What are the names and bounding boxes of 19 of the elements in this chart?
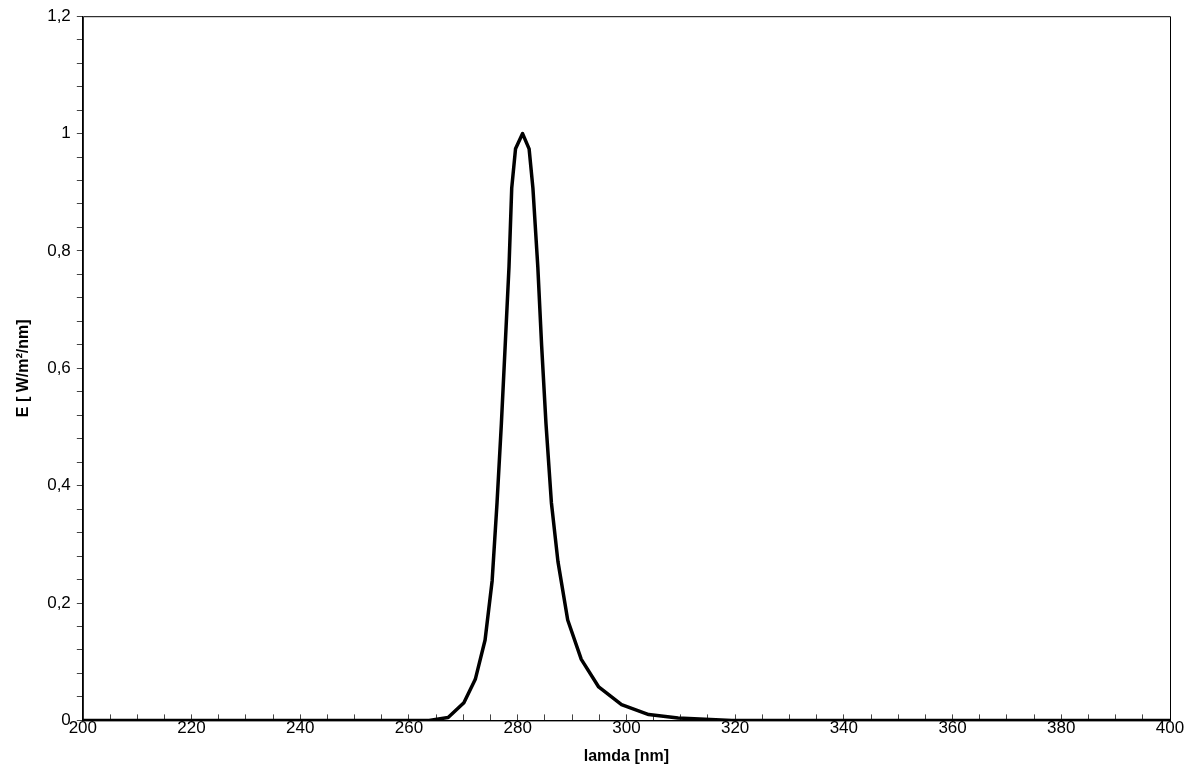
x-tick-label: 260 — [394, 718, 424, 738]
x-tick-label: 320 — [720, 718, 750, 738]
x-tick-label: 300 — [612, 718, 641, 738]
x-tick-label: 240 — [286, 718, 315, 738]
y-tick-label: 0 — [61, 710, 71, 730]
y-tick-label: 1 — [61, 123, 71, 143]
y-tick-label: 1,2 — [47, 5, 71, 25]
x-tick-label: 380 — [1047, 718, 1076, 738]
y-tick-label: 0,8 — [47, 240, 71, 260]
x-tick-label: 340 — [829, 718, 859, 738]
y-tick-label: 0,4 — [47, 475, 71, 495]
y-axis-title: E [ W/m²/nm] — [14, 319, 32, 418]
x-tick-label: 360 — [938, 718, 967, 738]
x-tick-label: 220 — [177, 718, 206, 738]
x-tick-label: 280 — [503, 718, 532, 738]
x-axis-title: lamda [nm] — [583, 746, 670, 764]
x-tick-label: 400 — [1155, 718, 1185, 738]
y-tick-label: 0,2 — [47, 592, 71, 612]
y-tick-label: 0,6 — [47, 357, 71, 377]
